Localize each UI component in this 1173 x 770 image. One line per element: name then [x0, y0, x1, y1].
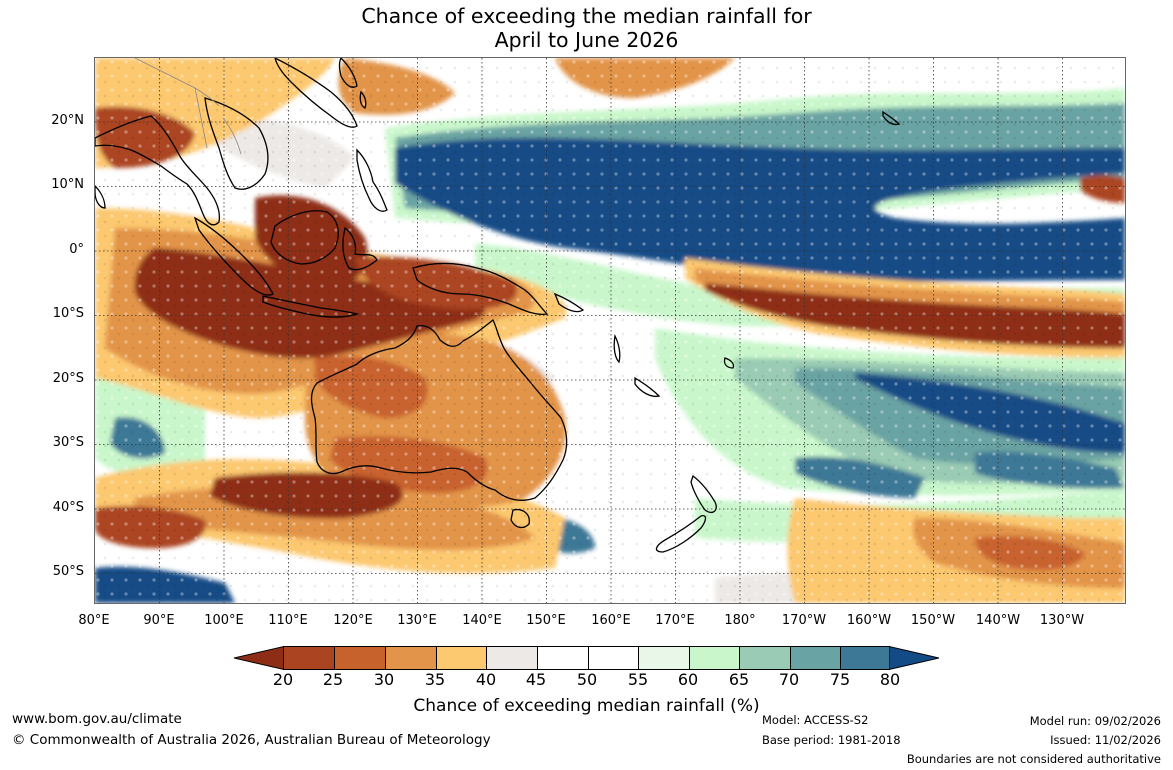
coast-borneo: [270, 210, 339, 265]
map-title: Chance of exceeding the median rainfall …: [0, 4, 1173, 52]
lon-label-80e: 80°E: [78, 613, 110, 628]
lon-label-130e: 130°E: [397, 613, 437, 628]
lon-label-130w: 130°W: [1039, 613, 1085, 628]
lat-label-10n: 10°N: [51, 177, 84, 192]
coast-new-guinea: [412, 262, 549, 316]
lon-label-140w: 140°W: [975, 613, 1021, 628]
colorbar-cell-45-50: [537, 646, 588, 670]
website-link[interactable]: www.bom.gov.au/climate: [12, 711, 182, 727]
coast-java: [262, 295, 360, 318]
coast-sumatra: [193, 216, 274, 296]
colorbar-left-arrow: [234, 646, 284, 670]
coast-new-caledonia: [634, 376, 661, 398]
lon-label-180: 180°: [724, 613, 756, 628]
coast-fiji: [723, 357, 735, 369]
coast-indochina: [204, 97, 269, 190]
coast-philippines: [356, 148, 388, 212]
border-asia-3: [222, 117, 242, 155]
colorbar-tick-25: 25: [322, 670, 344, 689]
coast-hawaii: [882, 110, 901, 126]
coast-china-east: [274, 58, 358, 128]
colorbar-cell-70-75: [790, 646, 840, 670]
lon-label-140e: 140°E: [462, 613, 502, 628]
colorbar-cell-60-65: [689, 646, 739, 670]
lat-label-10s: 10°S: [52, 306, 84, 321]
colorbar-cell-50-55: [588, 646, 638, 670]
coast-new-zealand-south: [655, 514, 707, 553]
lon-label-160e: 160°E: [591, 613, 631, 628]
model-run-date: Model run: 09/02/2026: [1029, 714, 1161, 728]
colorbar-tick-50: 50: [576, 670, 598, 689]
colorbar-cell-20-25: [283, 646, 334, 670]
coastlines: [95, 58, 901, 553]
lon-label-150w: 150°W: [910, 613, 956, 628]
colorbar-cell-30-35: [385, 646, 436, 670]
colorbar-tick-75: 75: [829, 670, 851, 689]
lon-label-150e: 150°E: [526, 613, 566, 628]
coast-solomons: [553, 292, 585, 313]
coast-japan: [338, 58, 358, 88]
colorbar-cell-25-30: [334, 646, 385, 670]
coast-new-zealand-north: [690, 474, 717, 514]
title-line-2: April to June 2026: [494, 28, 679, 52]
lat-label-50s: 50°S: [52, 564, 84, 579]
colorbar-cell-55-60: [638, 646, 689, 670]
borders: [134, 58, 242, 155]
lon-label-170e: 170°E: [655, 613, 695, 628]
border-asia-1: [134, 58, 220, 107]
coast-india-tip: [95, 185, 106, 209]
colorbar-tick-45: 45: [525, 670, 547, 689]
colorbar-cell-35-40: [436, 646, 486, 670]
colorbar-tick-20: 20: [272, 670, 294, 689]
colorbar-tick-70: 70: [778, 670, 800, 689]
lon-label-90e: 90°E: [143, 613, 175, 628]
lat-label-30s: 30°S: [52, 435, 84, 450]
colorbar-tick-80: 80: [879, 670, 901, 689]
title-line-1: Chance of exceeding the median rainfall …: [361, 4, 812, 28]
colorbar-tick-40: 40: [475, 670, 497, 689]
colorbar-cell-40-45: [486, 646, 537, 670]
lat-label-20s: 20°S: [52, 371, 84, 386]
texture-overlay: [95, 58, 1125, 603]
copyright-text: © Commonwealth of Australia 2026, Austra…: [12, 732, 491, 748]
colorbar-label: Chance of exceeding median rainfall (%): [413, 696, 760, 716]
colorbar-right-arrow: [889, 646, 939, 670]
base-period: Base period: 1981-2018: [762, 733, 901, 747]
lat-label-20n: 20°N: [51, 113, 84, 128]
border-asia-2: [194, 87, 208, 149]
model-name: Model: ACCESS-S2: [762, 713, 869, 727]
coast-mainland-asia: [95, 115, 221, 226]
lon-label-170w: 170°W: [781, 613, 827, 628]
lon-label-160w: 160°W: [846, 613, 892, 628]
coast-taiwan: [359, 90, 367, 109]
colorbar-tick-35: 35: [424, 670, 446, 689]
boundaries-disclaimer: Boundaries are not considered authoritat…: [906, 752, 1161, 766]
rainfall-map-svg: [95, 58, 1125, 603]
colorbar-tick-55: 55: [627, 670, 649, 689]
colorbar-tick-30: 30: [373, 670, 395, 689]
colorbar-cell-65-70: [739, 646, 790, 670]
lon-label-110e: 110°E: [268, 613, 308, 628]
coast-sulawesi: [342, 226, 378, 271]
issued-date: Issued: 11/02/2026: [1050, 733, 1161, 747]
rainfall-map: [94, 57, 1126, 604]
lat-label-0: 0°: [69, 242, 84, 257]
colorbar-tick-60: 60: [677, 670, 699, 689]
lat-label-40s: 40°S: [52, 500, 84, 515]
coast-tasmania: [510, 508, 530, 529]
colorbar-cell-75-80: [840, 646, 890, 670]
graticule: [95, 58, 1125, 603]
coast-australia: [310, 318, 568, 501]
coast-vanuatu: [613, 333, 621, 364]
lon-label-100e: 100°E: [204, 613, 244, 628]
lon-label-120e: 120°E: [333, 613, 373, 628]
colorbar-tick-65: 65: [728, 670, 750, 689]
